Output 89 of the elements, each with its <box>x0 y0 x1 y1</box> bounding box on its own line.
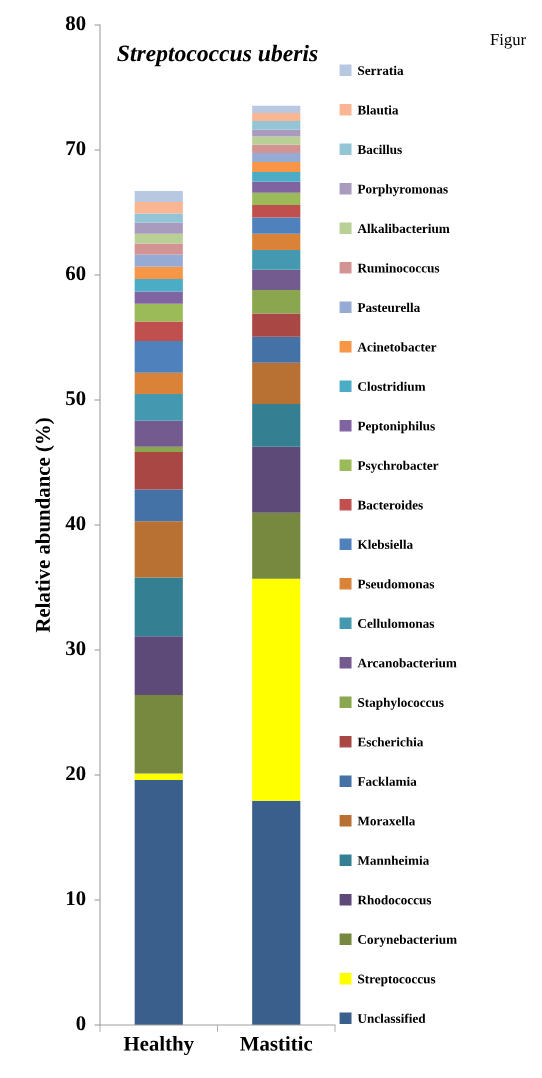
y-tick-label: 30 <box>66 641 86 656</box>
bar <box>252 144 301 153</box>
bar <box>252 129 301 137</box>
bar <box>134 321 183 341</box>
legend-label: Arcanobacterium <box>357 658 457 668</box>
legend-label: Blautia <box>357 105 399 115</box>
bar <box>134 291 183 304</box>
y-tick-label: 70 <box>66 141 86 156</box>
x-tick-label: Healthy <box>123 1036 194 1056</box>
legend-label: Facklamia <box>357 776 417 786</box>
bar <box>134 266 183 279</box>
bar <box>252 217 301 234</box>
legend-label: Acinetobacter <box>357 342 437 352</box>
bar <box>252 153 301 162</box>
legend-label: Bacillus <box>357 144 402 155</box>
bar <box>252 800 301 1025</box>
bar <box>134 372 183 394</box>
legend-label: Cellulomonas <box>358 618 435 629</box>
legend-label: Pseudomonas <box>357 579 435 589</box>
bar <box>252 578 301 801</box>
y-tick-label: 20 <box>66 766 86 781</box>
bar <box>134 577 183 637</box>
bar <box>134 446 183 452</box>
legend-label: Unclassified <box>357 1013 426 1023</box>
bar <box>252 313 301 337</box>
legend-label: Ruminococcus <box>357 263 440 273</box>
bar <box>252 446 301 513</box>
bar <box>252 136 301 145</box>
legend-label: Staphylococcus <box>358 697 444 710</box>
bar <box>252 205 301 218</box>
bar <box>134 303 183 322</box>
bar <box>134 233 183 244</box>
bar <box>134 521 183 578</box>
bar <box>134 279 183 292</box>
bar <box>252 172 301 182</box>
legend-label: Clostridium <box>358 381 426 392</box>
text: Streptococcus uberis <box>117 44 318 67</box>
legend-label: Rhodococcus <box>357 895 432 905</box>
bar <box>252 512 301 579</box>
legend-label: Serratia <box>358 65 404 76</box>
bar <box>252 233 301 250</box>
y-tick-label: 0 <box>76 1016 86 1031</box>
bar <box>252 113 301 121</box>
bar <box>252 121 301 130</box>
x-tick-label: Mastitic <box>240 1036 313 1051</box>
legend-label: Moraxella <box>357 816 416 826</box>
legend-label: Escherichia <box>357 737 424 747</box>
bar <box>134 452 183 490</box>
bar <box>134 780 183 1025</box>
bar <box>252 336 301 363</box>
bar <box>252 105 301 113</box>
bar <box>134 636 183 695</box>
bar <box>134 773 183 780</box>
bar <box>252 269 301 290</box>
bar <box>134 394 183 421</box>
bar <box>134 420 183 447</box>
y-tick-label: 80 <box>65 16 86 31</box>
legend-label: Klebsiella <box>357 539 413 549</box>
legend-label: Corynebacterium <box>358 934 457 947</box>
y-tick-label: 10 <box>66 891 86 906</box>
bar <box>134 341 183 373</box>
legend-label: Peptoniphilus <box>357 421 435 434</box>
bar <box>252 162 301 172</box>
bar <box>134 191 183 202</box>
legend-label: Streptococcus <box>358 974 436 987</box>
y-tick-label: 40 <box>65 516 86 531</box>
bar <box>134 489 183 522</box>
y-tick-label: 50 <box>66 391 86 406</box>
bar <box>134 202 183 214</box>
bar <box>252 192 301 205</box>
legend-label: Bacteroides <box>357 500 423 510</box>
bar <box>252 181 301 193</box>
bar <box>252 250 301 270</box>
y-axis-title: Relative abundance (%) <box>35 418 55 633</box>
text: Figur <box>490 33 526 49</box>
bar <box>134 695 183 774</box>
bar <box>134 243 183 255</box>
bar <box>252 290 301 314</box>
legend-label: Alkalibacterium <box>357 223 450 234</box>
bar <box>252 362 301 404</box>
bar <box>134 213 183 223</box>
bar <box>134 222 183 234</box>
legend-label: Psychrobacter <box>357 460 439 473</box>
bar <box>134 254 183 267</box>
bar <box>252 404 301 447</box>
legend-label: Pasteurella <box>357 302 421 313</box>
legend-label: Mannheimia <box>357 855 430 865</box>
y-tick-label: 60 <box>65 266 86 281</box>
legend-label: Porphyromonas <box>357 184 448 197</box>
